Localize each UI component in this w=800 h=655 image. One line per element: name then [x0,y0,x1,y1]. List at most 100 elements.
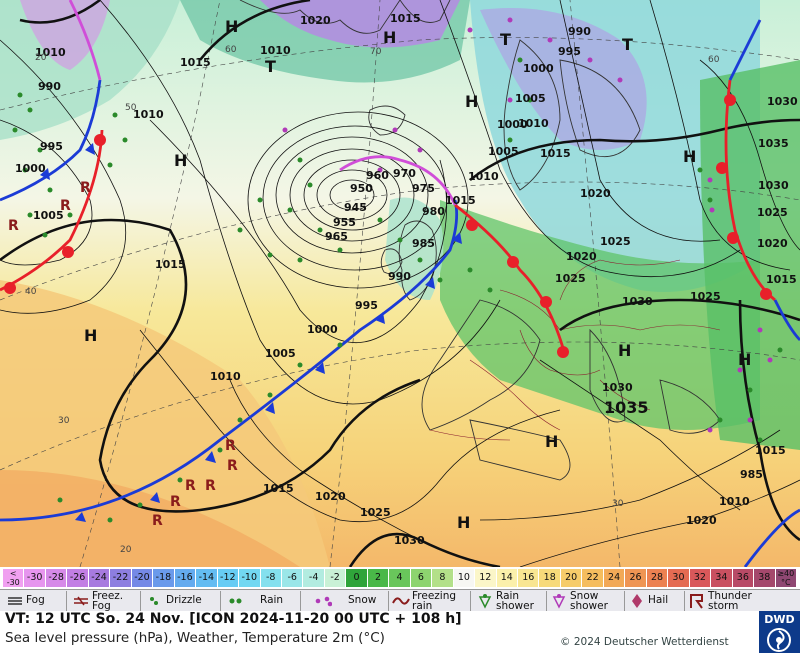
latitude-label: 70 [370,47,382,57]
high-marker: H [457,513,470,532]
isobar-label: 990 [568,25,591,38]
isobar-labels: 1020 1015 1015 1010 H 990 995 1000 1005 … [15,12,798,547]
legend-rain-shower: Rain shower [476,590,546,612]
colorbar-cell: ≥40 °C [775,569,797,587]
colorbar-cell: -14 [196,569,218,587]
isobar-label: 1005 [515,92,546,105]
legend-drizzle: Drizzle [146,590,220,612]
legend-label: Drizzle [166,594,202,606]
isobar-label: 1020 [580,187,611,200]
isobar-label: 1025 [360,506,391,519]
colorbar-cell: -8 [260,569,282,587]
latitude-label: 20 [35,53,47,63]
svg-text:R: R [185,478,196,494]
rain-icon [229,598,242,604]
isobar-label: 945 [344,201,367,214]
isobar-label: 1030 [602,381,633,394]
thunderstorm-symbols: RRR RRR RRR [8,180,238,529]
snow-symbols [282,17,773,433]
legend-freezing-fog: Freez. Fog [72,590,142,612]
isobar-label: 995 [558,45,581,58]
svg-text:R: R [170,494,181,510]
isobar-label: 1025 [555,272,586,285]
info-footer: VT: 12 UTC So. 24 Nov. [ICON 2024-11-20 … [0,611,800,653]
isobar-label: 1020 [686,514,717,527]
isobar-label: 1015 [755,444,786,457]
temperature-colorbar: < -30 -30 -28 -26 -24 -22 -20 -18 -16 -14 -12 -10 -8… [0,567,800,589]
isobar-label: 1030 [394,534,425,547]
snow-icon [315,596,332,607]
isobar-label: 1015 [263,482,294,495]
high-marker: H [683,147,696,166]
legend-label: Thunder storm [708,590,752,612]
colorbar-cell: -6 [281,569,304,587]
thick-isobars [0,0,800,567]
svg-text:R: R [152,513,163,529]
occlusion-low [339,155,457,206]
isobar-label: 1005 [488,145,519,158]
isobar-label: 1015 [540,147,571,160]
colorbar-cell: 18 [539,569,561,587]
freezing-rain-icon [392,597,410,605]
warm-region-s [0,470,300,567]
legend-label: Rain [260,594,284,606]
isobar-label: 990 [38,80,61,93]
legend-label: Rain shower [496,590,534,612]
isobar-label: 1025 [600,235,631,248]
low-marker: T [265,57,276,76]
colorbar-cell: -28 [45,569,68,587]
cold-front-west [0,79,102,202]
isobar-label: 975 [412,182,435,195]
front-symbols [4,94,772,522]
isobar-label: 1010 [210,370,241,383]
colorbar-cell: -10 [239,569,261,587]
high-marker: H [545,432,558,451]
isobar-label: 1005 [265,347,296,360]
warm-front-europe [454,203,567,356]
colorbar-cell: 10 [453,569,476,587]
weather-map: RRR RRR RRR 1020 1015 1015 1010 H 990 99… [0,0,800,567]
isobar-label: 995 [355,299,378,312]
high-marker: H [618,341,631,360]
legend-label: Snow [348,594,377,606]
latitude-label: 50 [125,103,137,113]
latitude-label: 20 [120,545,132,555]
high-marker: H [225,17,238,36]
high-marker: H [465,92,478,111]
isobar-label: 1010 [260,44,291,57]
colorbar-cell: 24 [603,569,626,587]
legend-freezing-rain: Freezing rain [392,590,470,612]
fog-icon [8,597,22,605]
latitude-label: 30 [58,416,70,426]
legend-label: Freez. Fog [92,590,124,612]
colorbar-cell: < -30 [3,569,25,587]
latitude-label: 60 [225,45,237,55]
valid-time-title: VT: 12 UTC So. 24 Nov. [ICON 2024-11-20 … [5,611,462,627]
snow-shower-icon [552,594,566,609]
legend-rain: Rain [226,590,300,612]
isobar-label: 1015 [766,273,797,286]
isobar-label: 1020 [757,237,788,250]
latitude-labels: 60 50 40 30 20 60 70 30 20 [25,45,720,555]
fronts [0,0,800,567]
colorbar-cell: 0 [346,569,368,587]
legend-label: Snow shower [570,590,608,612]
isobar-label: 1010 [133,108,164,121]
isobar-label: 995 [40,140,63,153]
drizzle-icon [150,597,158,605]
weather-legend: Fog Freez. Fog Drizzle Rain Snow Freezin… [0,589,800,612]
thunderstorm-icon [690,594,703,609]
colorbar-cell: -22 [110,569,132,587]
legend-hail: Hail [628,590,684,612]
warm-front-west [0,129,104,292]
legend-snow: Snow [314,590,390,612]
colorbar-cell: 28 [646,569,669,587]
high-marker: 1035 [604,398,649,417]
svg-text:R: R [8,218,19,234]
colorbar-cell: 30 [668,569,690,587]
isobar-label: 1030 [767,95,798,108]
colorbar-cell: 38 [754,569,776,587]
colorbar-cell: 8 [432,569,454,587]
svg-text:R: R [80,180,91,196]
colorbar-cell: 26 [625,569,647,587]
